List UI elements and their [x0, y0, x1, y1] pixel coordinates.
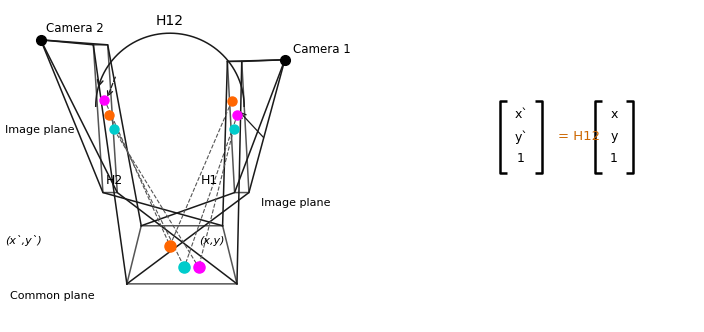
Text: H2: H2 [106, 174, 122, 187]
Text: Image plane: Image plane [261, 198, 330, 208]
Text: = H12: = H12 [558, 130, 600, 143]
Text: 1: 1 [610, 152, 618, 165]
Text: Common plane: Common plane [10, 291, 94, 301]
Text: Image plane: Image plane [5, 125, 75, 135]
Text: (x,y): (x,y) [199, 236, 224, 246]
Text: Camera 2: Camera 2 [46, 22, 103, 35]
Text: Camera 1: Camera 1 [293, 43, 351, 56]
Text: 1: 1 [517, 152, 525, 165]
Text: H12: H12 [156, 14, 184, 28]
Text: y`: y` [514, 130, 528, 144]
Text: x`: x` [514, 109, 528, 122]
Text: x: x [610, 109, 617, 122]
Text: (x`,y`): (x`,y`) [5, 235, 42, 246]
Text: H1: H1 [201, 174, 218, 187]
Text: y: y [610, 130, 617, 143]
